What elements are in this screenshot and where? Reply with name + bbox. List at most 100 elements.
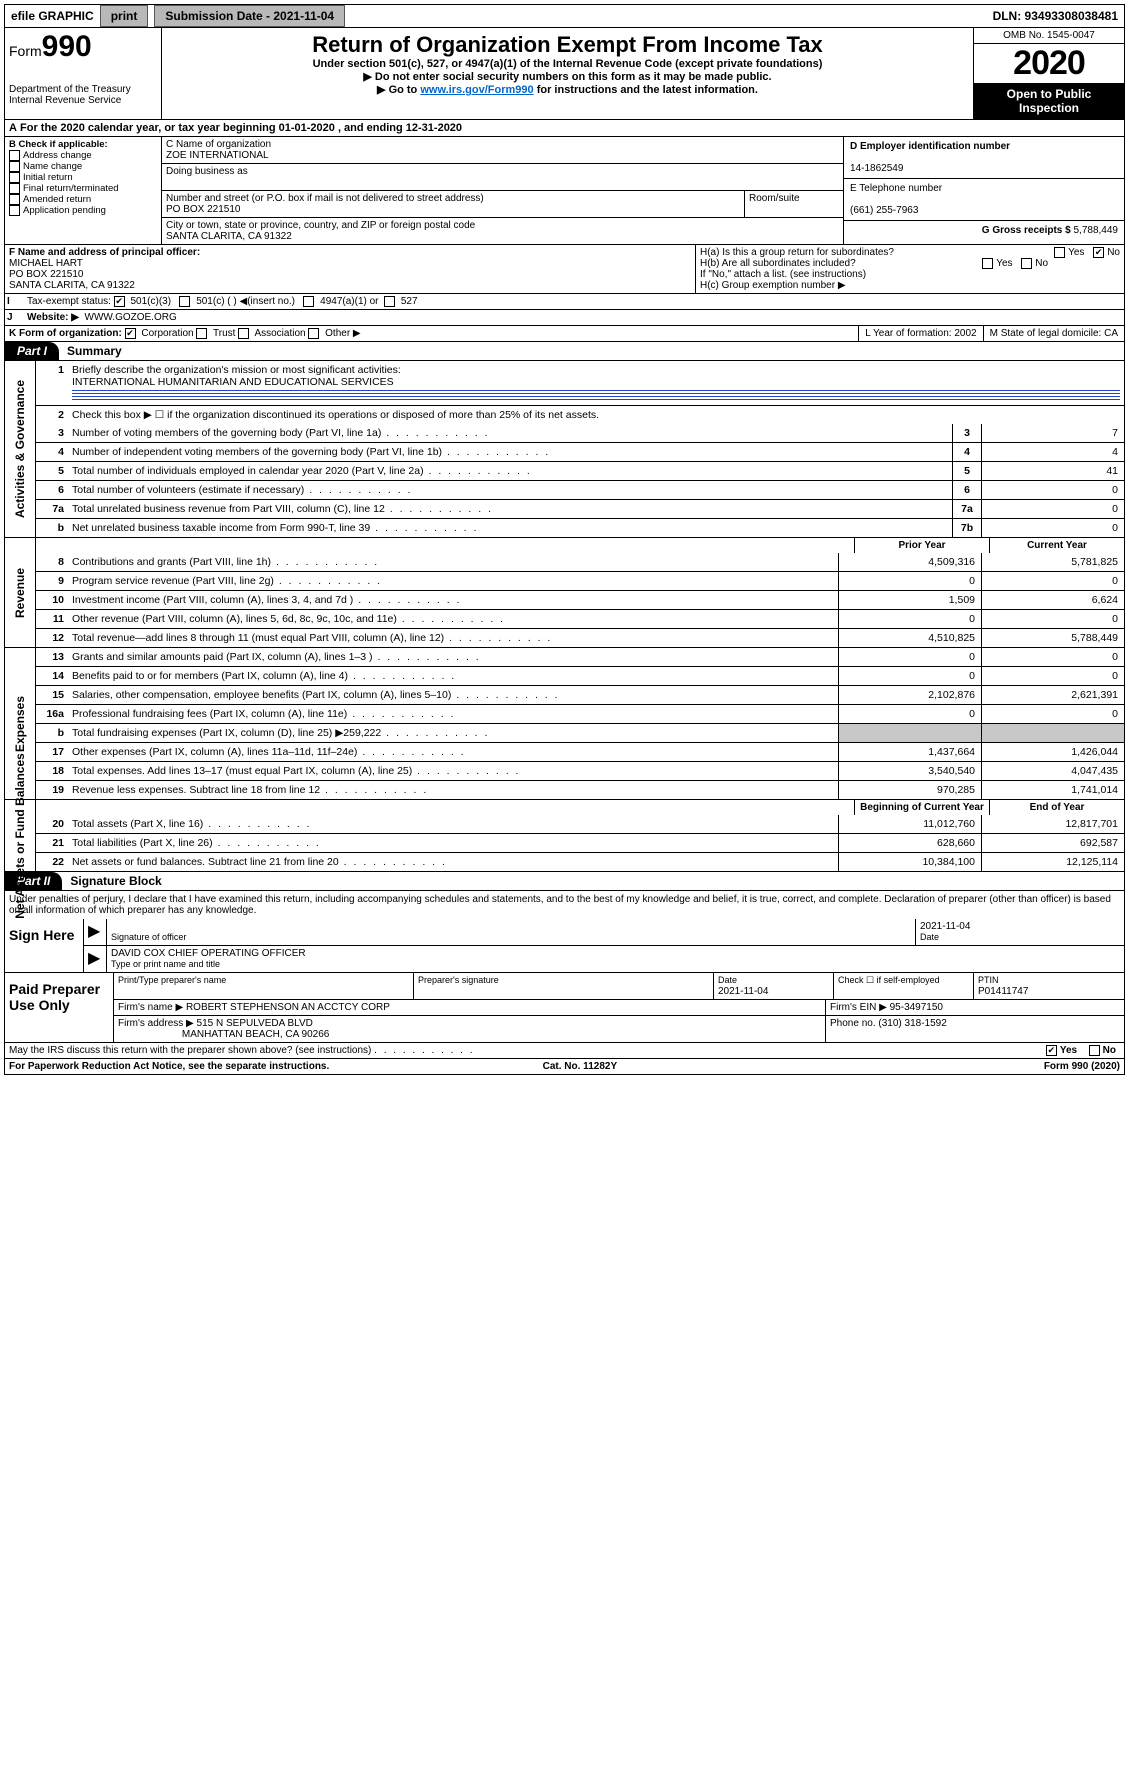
state-domicile: M State of legal domicile: CA [983, 326, 1124, 341]
form-title: Return of Organization Exempt From Incom… [166, 32, 969, 58]
line-b: bNet unrelated business taxable income f… [36, 518, 1124, 537]
line-19: 19Revenue less expenses. Subtract line 1… [36, 780, 1124, 799]
form-word: Form [9, 43, 42, 59]
sig-date: 2021-11-04 [920, 921, 970, 932]
line-7a: 7aTotal unrelated business revenue from … [36, 499, 1124, 518]
col-C: C Name of organization ZOE INTERNATIONAL… [162, 137, 843, 244]
dept-treasury: Department of the Treasury Internal Reve… [9, 84, 157, 106]
discuss-yes[interactable] [1046, 1045, 1060, 1056]
form-number: 990 [42, 30, 92, 63]
ein-cell: D Employer identification number 14-1862… [844, 137, 1124, 179]
part-II-title: Signature Block [62, 874, 161, 888]
vtab-revenue: Revenue [5, 538, 36, 647]
b-label: B Check if applicable: [9, 139, 108, 150]
chk-4947[interactable] [303, 296, 317, 307]
vtab-netassets: Net Assets or Fund Balances [5, 800, 36, 871]
officer-name: MICHAEL HART [9, 258, 83, 269]
firm-name: ROBERT STEPHENSON AN ACCTCY CORP [186, 1002, 390, 1013]
gross-receipts: 5,788,449 [1074, 225, 1119, 236]
irs-link[interactable]: www.irs.gov/Form990 [420, 84, 533, 96]
line-11: 11Other revenue (Part VIII, column (A), … [36, 609, 1124, 628]
line-18: 18Total expenses. Add lines 13–17 (must … [36, 761, 1124, 780]
chk-corp[interactable] [125, 328, 139, 339]
chk-amended[interactable] [9, 194, 23, 205]
chk-name-change[interactable] [9, 161, 23, 172]
perjury-text: Under penalties of perjury, I declare th… [4, 891, 1125, 919]
firm-ein: 95-3497150 [890, 1002, 943, 1013]
section-governance: Activities & Governance 1 Briefly descri… [4, 361, 1125, 538]
chk-app-pending[interactable] [9, 205, 23, 216]
hdr-begin: Beginning of Current Year [854, 800, 989, 815]
page-footer: For Paperwork Reduction Act Notice, see … [4, 1059, 1125, 1075]
line-21: 21Total liabilities (Part X, line 26)628… [36, 833, 1124, 852]
hb-yes[interactable] [982, 258, 996, 269]
chk-501c[interactable] [179, 296, 193, 307]
hdr-current: Current Year [989, 538, 1124, 553]
ein: 14-1862549 [850, 163, 903, 174]
chk-501c3[interactable] [114, 296, 128, 307]
dba-cell: Doing business as [162, 164, 843, 191]
dln: DLN: 93493308038481 [993, 9, 1124, 23]
form-footer: Form 990 (2020) [1044, 1061, 1120, 1072]
submission-date: Submission Date - 2021-11-04 [154, 5, 345, 27]
line-4: 4Number of independent voting members of… [36, 442, 1124, 461]
phone: (661) 255-7963 [850, 205, 918, 216]
chk-assoc[interactable] [238, 328, 252, 339]
row-A: A For the 2020 calendar year, or tax yea… [4, 120, 1125, 137]
firm-addr: 515 N SEPULVEDA BLVD [197, 1018, 313, 1029]
line-9: 9Program service revenue (Part VIII, lin… [36, 571, 1124, 590]
mission: INTERNATIONAL HUMANITARIAN AND EDUCATION… [72, 376, 394, 388]
chevron-right-icon: ▶ [84, 919, 107, 945]
row-FH: F Name and address of principal officer:… [4, 245, 1125, 294]
sign-block: Sign Here ▶ Signature of officer 2021-11… [4, 919, 1125, 973]
col-B: B Check if applicable: Address change Na… [5, 137, 162, 244]
line-b: bTotal fundraising expenses (Part IX, co… [36, 723, 1124, 742]
street: PO BOX 221510 [166, 204, 241, 215]
website: WWW.GOZOE.ORG [85, 312, 177, 323]
form-header-right: OMB No. 1545-0047 2020 Open to Public In… [973, 28, 1124, 119]
ha-yes[interactable] [1054, 247, 1068, 258]
form-header-left: Form990 Department of the Treasury Inter… [5, 28, 162, 119]
paid-preparer-label: Paid Preparer Use Only [5, 973, 114, 1042]
efile-label: efile GRAPHIC [5, 9, 100, 23]
addr-cell: Number and street (or P.O. box if mail i… [162, 191, 843, 218]
topbar: efile GRAPHIC print Submission Date - 20… [4, 4, 1125, 28]
hdr-prior: Prior Year [854, 538, 989, 553]
org-name: ZOE INTERNATIONAL [166, 150, 269, 161]
vtab-governance: Activities & Governance [5, 361, 36, 537]
gross-cell: G Gross receipts $ 5,788,449 [844, 221, 1124, 240]
discuss-row: May the IRS discuss this return with the… [4, 1043, 1125, 1059]
line-12: 12Total revenue—add lines 8 through 11 (… [36, 628, 1124, 647]
line-22: 22Net assets or fund balances. Subtract … [36, 852, 1124, 871]
chk-527[interactable] [384, 296, 398, 307]
ptin: P01411747 [978, 986, 1028, 997]
line-3: 3Number of voting members of the governi… [36, 424, 1124, 442]
print-button[interactable]: print [100, 5, 149, 27]
line-5: 5Total number of individuals employed in… [36, 461, 1124, 480]
chk-initial-return[interactable] [9, 172, 23, 183]
org-name-cell: C Name of organization ZOE INTERNATIONAL [162, 137, 843, 164]
hb-no[interactable] [1021, 258, 1035, 269]
chk-final-return[interactable] [9, 183, 23, 194]
row-J: J Website: ▶ WWW.GOZOE.ORG [4, 310, 1125, 326]
discuss-no[interactable] [1089, 1045, 1103, 1056]
chk-trust[interactable] [196, 328, 210, 339]
line-15: 15Salaries, other compensation, employee… [36, 685, 1124, 704]
chk-other[interactable] [308, 328, 322, 339]
paperwork-notice: For Paperwork Reduction Act Notice, see … [9, 1061, 329, 1072]
form-header-mid: Return of Organization Exempt From Incom… [162, 28, 973, 119]
firm-phone: (310) 318-1592 [878, 1018, 946, 1029]
ha-no[interactable] [1093, 247, 1107, 258]
chk-address-change[interactable] [9, 150, 23, 161]
line-6: 6Total number of volunteers (estimate if… [36, 480, 1124, 499]
section-revenue: Revenue Prior Year Current Year 8Contrib… [4, 538, 1125, 648]
tax-year: 2020 [974, 44, 1124, 83]
form-header: Form990 Department of the Treasury Inter… [4, 28, 1125, 120]
chevron-right-icon: ▶ [84, 946, 107, 972]
year-formation: L Year of formation: 2002 [858, 326, 982, 341]
row-K: K Form of organization: Corporation Trus… [4, 326, 1125, 342]
line-16a: 16aProfessional fundraising fees (Part I… [36, 704, 1124, 723]
row-I: I Tax-exempt status: 501(c)(3) 501(c) ( … [4, 294, 1125, 310]
box-H: H(a) Is this a group return for subordin… [695, 245, 1124, 293]
city-cell: City or town, state or province, country… [162, 218, 843, 244]
